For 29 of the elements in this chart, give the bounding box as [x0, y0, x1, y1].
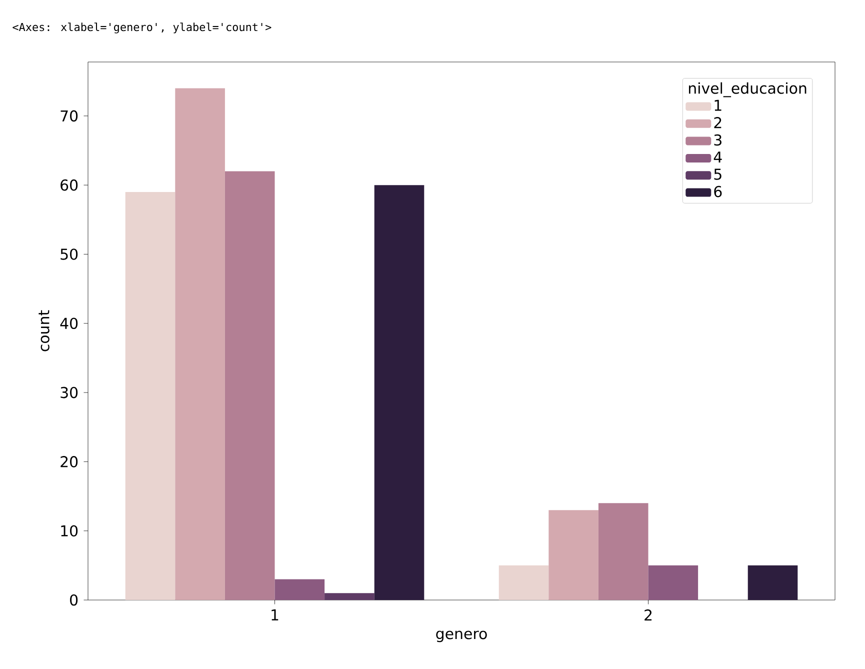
legend-label: 3	[714, 134, 722, 146]
y-tick-label: 20	[60, 456, 78, 468]
y-tick-label: 50	[60, 248, 78, 260]
bar	[498, 565, 549, 600]
bar	[175, 88, 225, 600]
y-tick-label: 60	[60, 179, 78, 191]
x-axis-title: genero	[436, 630, 487, 642]
legend-label: 6	[714, 186, 722, 198]
y-tick-label: 70	[60, 110, 78, 122]
y-axis-title: count	[38, 310, 50, 352]
bar	[374, 185, 424, 600]
legend-label: 1	[714, 100, 722, 111]
text: <Axes: xlabel='genero', ylabel='count'>	[12, 22, 272, 34]
y-tick-label: 0	[70, 594, 78, 606]
bar	[324, 593, 374, 600]
bar	[125, 192, 176, 600]
bar	[648, 565, 698, 600]
bar	[598, 503, 648, 600]
y-tick-label: 10	[61, 525, 78, 537]
legend-label: 2	[714, 117, 722, 128]
legend-title: nivel_educacion	[688, 82, 806, 98]
bar	[748, 565, 798, 600]
bar	[548, 510, 598, 600]
bar	[224, 171, 275, 600]
bar	[274, 579, 325, 600]
legend-label: 4	[714, 152, 722, 163]
legend-label: 5	[714, 168, 722, 180]
y-tick-label: 40	[60, 318, 78, 330]
y-tick-label: 30	[60, 386, 78, 398]
